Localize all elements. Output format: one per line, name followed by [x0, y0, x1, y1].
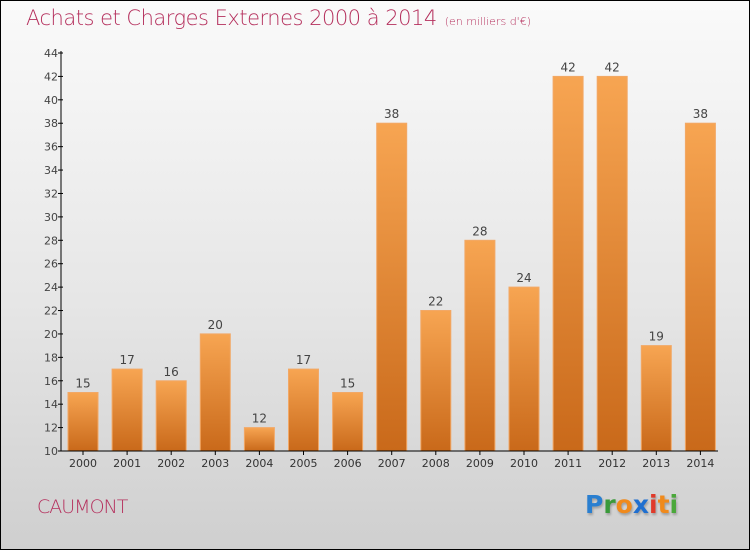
- y-tick-label-22: 22: [44, 305, 58, 318]
- y-tick-label-32: 32: [44, 187, 58, 200]
- bar-2001: [111, 368, 143, 452]
- data-label-2005: 17: [296, 353, 311, 367]
- y-tick-label-16: 16: [44, 375, 58, 388]
- y-tick-label-28: 28: [44, 234, 58, 247]
- y-tick-label-44: 44: [44, 47, 58, 60]
- y-tick-label-42: 42: [44, 70, 58, 83]
- bar-2010: [508, 286, 540, 452]
- y-tick-label-26: 26: [44, 258, 58, 271]
- data-label-2009: 28: [472, 224, 487, 238]
- x-tick-label-2002: 2002: [157, 457, 185, 470]
- y-tick-label-38: 38: [44, 117, 58, 130]
- data-label-2010: 24: [516, 271, 531, 285]
- y-tick-label-18: 18: [44, 351, 58, 364]
- data-label-2004: 12: [252, 412, 267, 426]
- logo-letter: t: [657, 490, 670, 519]
- data-label-2012: 42: [605, 60, 620, 74]
- proxiti-logo[interactable]: Proxiti: [585, 490, 678, 519]
- y-tick-label-12: 12: [44, 422, 58, 435]
- x-tick-label-2009: 2009: [466, 457, 494, 470]
- x-tick-label-2011: 2011: [554, 457, 582, 470]
- bar-2005: [288, 368, 319, 452]
- data-label-2000: 15: [75, 377, 90, 391]
- data-label-2008: 22: [428, 295, 443, 309]
- data-label-2007: 38: [384, 107, 399, 121]
- bar-2007: [376, 122, 408, 452]
- x-tick-label-2000: 2000: [69, 457, 97, 470]
- x-tick-label-2006: 2006: [334, 457, 362, 470]
- chart-title: Achats et Charges Externes 2000 à 2014 (e…: [26, 6, 531, 30]
- bar-2002: [155, 380, 187, 452]
- data-label-2011: 42: [560, 60, 575, 74]
- bar-2004: [243, 427, 275, 452]
- data-label-2001: 17: [119, 353, 134, 367]
- data-label-2003: 20: [208, 318, 223, 332]
- x-tick-label-2004: 2004: [245, 457, 273, 470]
- title-text: Achats et Charges Externes 2000 à 2014: [26, 6, 437, 30]
- bar-2008: [420, 310, 452, 452]
- data-label-2002: 16: [164, 365, 179, 379]
- logo-letter: r: [603, 490, 616, 519]
- data-label-2006: 15: [340, 377, 355, 391]
- y-tick-label-14: 14: [44, 398, 58, 411]
- logo-letter: x: [632, 490, 649, 519]
- logo-letter: i: [669, 490, 679, 519]
- y-tick-label-36: 36: [44, 141, 58, 154]
- logo-letter: P: [585, 490, 604, 519]
- data-label-2014: 38: [693, 107, 708, 121]
- x-tick-label-2005: 2005: [290, 457, 318, 470]
- x-tick-label-2003: 2003: [201, 457, 229, 470]
- bar-2011: [552, 75, 584, 452]
- bar-2006: [332, 392, 364, 452]
- bars-group: 15 17 16 20 12 17 15 38 22 28 24 42 42 19 38: [67, 60, 716, 452]
- x-tick-label-2007: 2007: [378, 457, 406, 470]
- y-tick-label-10: 10: [44, 445, 58, 458]
- y-tick-label-40: 40: [44, 94, 58, 107]
- x-tick-label-2010: 2010: [510, 457, 538, 470]
- x-tick-label-2013: 2013: [642, 457, 670, 470]
- bar-2014: [684, 122, 716, 452]
- bar-2013: [640, 345, 672, 452]
- x-tick-label-2008: 2008: [422, 457, 450, 470]
- bar-2009: [464, 239, 496, 452]
- data-label-2013: 19: [649, 330, 664, 344]
- y-axis: 10 12 14 16 18 20 22 24 26 28 30 32 34 36 38 40 42 44: [44, 47, 63, 458]
- chart-subtitle: (en milliers d'€): [444, 15, 531, 28]
- logo-letter: o: [615, 490, 633, 519]
- x-axis: 2000 2001 2002 2003 2004 2005 2006 2007 2008 2009…: [61, 450, 718, 470]
- x-tick-label-2012: 2012: [598, 457, 626, 470]
- x-tick-label-2001: 2001: [113, 457, 141, 470]
- y-tick-label-24: 24: [44, 281, 58, 294]
- y-tick-label-20: 20: [44, 328, 58, 341]
- bar-2003: [199, 333, 231, 452]
- bar-2000: [67, 392, 99, 452]
- bar-2012: [596, 75, 628, 452]
- logo-letter: i: [649, 490, 658, 519]
- commune-name: CAUMONT: [37, 496, 128, 518]
- y-tick-label-30: 30: [44, 211, 58, 224]
- y-tick-label-34: 34: [44, 164, 58, 177]
- x-tick-label-2014: 2014: [686, 457, 714, 470]
